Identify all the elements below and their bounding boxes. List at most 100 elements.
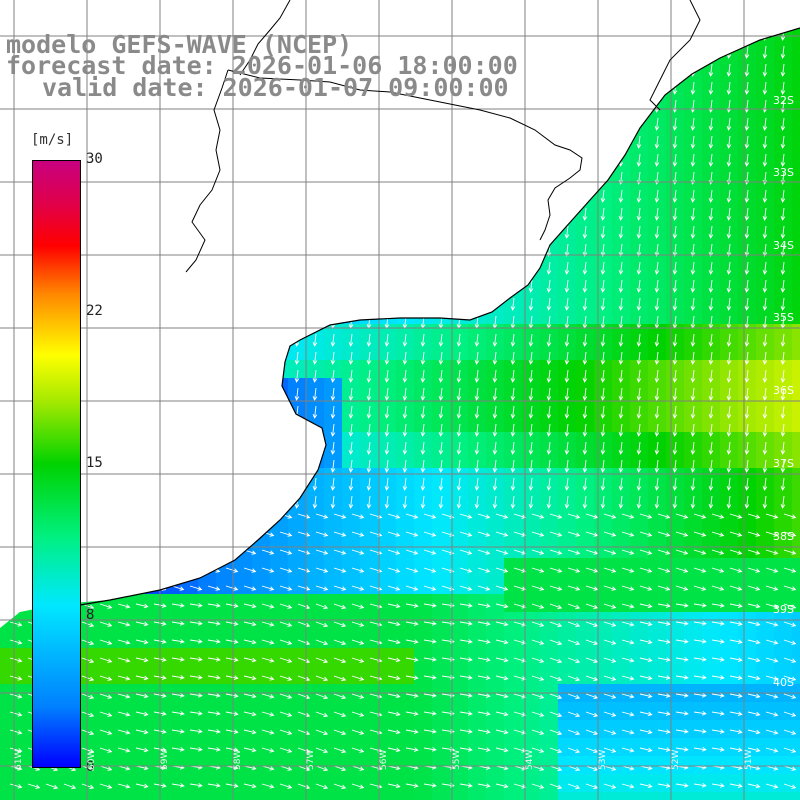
wind-arrow — [600, 99, 606, 113]
wind-speed-cell — [180, 288, 199, 307]
wind-arrow — [279, 621, 293, 627]
wind-arrow — [729, 639, 743, 644]
wind-arrow — [477, 729, 491, 734]
wind-speed-cell — [504, 0, 523, 19]
wind-speed-cell — [234, 702, 253, 721]
wind-arrow — [726, 28, 732, 41]
wind-arrow — [132, 297, 138, 311]
wind-arrow — [207, 639, 221, 644]
wind-arrow — [6, 189, 12, 203]
wind-arrow — [240, 315, 246, 329]
wind-speed-cell — [792, 738, 800, 757]
wind-speed-cell — [360, 630, 379, 649]
wind-arrow — [348, 459, 354, 473]
wind-speed-cell — [360, 540, 379, 559]
wind-arrow — [672, 63, 678, 77]
wind-arrow — [171, 585, 185, 591]
wind-arrow — [729, 567, 743, 573]
wind-arrow — [114, 477, 120, 491]
wind-arrow — [492, 333, 498, 347]
wind-arrow — [474, 333, 480, 347]
wind-arrow — [621, 639, 635, 645]
wind-speed-cell — [648, 486, 667, 505]
wind-speed-cell — [720, 450, 739, 469]
wind-arrow — [171, 549, 185, 555]
wind-arrow — [168, 459, 174, 473]
wind-arrow — [747, 729, 761, 735]
wind-arrow — [564, 477, 570, 491]
wind-arrow — [384, 405, 390, 419]
wind-arrow — [654, 243, 660, 257]
wind-arrow — [531, 729, 545, 735]
wind-arrow — [333, 747, 347, 754]
wind-speed-cell — [270, 540, 289, 559]
wind-speed-cell — [756, 648, 775, 667]
wind-arrow — [477, 693, 491, 698]
wind-speed-cell — [270, 486, 289, 505]
wind-speed-cell — [558, 666, 577, 685]
wind-arrow — [546, 297, 552, 311]
wind-speed-cell — [0, 162, 19, 181]
wind-speed-cell — [738, 126, 757, 145]
wind-arrow — [636, 477, 642, 491]
wind-speed-cell — [0, 144, 19, 163]
wind-arrow — [96, 441, 102, 455]
wind-speed-cell — [378, 648, 397, 667]
wind-speed-cell — [486, 144, 505, 163]
wind-arrow — [618, 225, 624, 239]
wind-speed-cell — [738, 108, 757, 127]
wind-arrow — [690, 135, 696, 149]
wind-arrow — [96, 135, 102, 149]
wind-arrow — [240, 225, 246, 239]
wind-arrow — [150, 333, 156, 347]
wind-arrow — [474, 441, 480, 455]
wind-arrow — [402, 495, 408, 509]
wind-speed-cell — [270, 126, 289, 145]
wind-arrow — [387, 513, 401, 519]
wind-speed-cell — [522, 630, 541, 649]
wind-arrow — [456, 477, 462, 491]
wind-speed-cell — [324, 162, 343, 181]
wind-arrow — [405, 621, 419, 626]
wind-arrow — [655, 10, 659, 22]
wind-speed-cell — [648, 432, 667, 451]
wind-speed-cell — [342, 432, 361, 451]
wind-arrow — [510, 333, 516, 347]
wind-arrow — [672, 225, 678, 239]
wind-arrow — [708, 81, 714, 95]
wind-speed-cell — [666, 36, 685, 55]
wind-arrow — [420, 28, 426, 41]
wind-arrow — [423, 783, 437, 788]
wind-speed-cell — [342, 558, 361, 577]
wind-speed-cell — [720, 270, 739, 289]
wind-speed-cell — [360, 576, 379, 595]
wind-speed-cell — [504, 612, 523, 631]
wind-arrow — [729, 729, 743, 734]
wind-arrow — [456, 387, 462, 401]
wind-arrow — [330, 153, 336, 167]
wind-speed-cell — [378, 486, 397, 505]
lon-label-59w: 59W — [160, 749, 170, 770]
wind-arrow — [315, 621, 329, 628]
wind-speed-cell — [612, 234, 631, 253]
wind-speed-cell — [414, 378, 433, 397]
wind-arrow — [603, 765, 617, 771]
wind-speed-cell — [576, 702, 595, 721]
wind-arrow — [315, 549, 329, 555]
wind-speed-cell — [486, 378, 505, 397]
wind-arrow — [243, 513, 257, 519]
wind-arrow — [639, 621, 653, 627]
wind-speed-cell — [270, 468, 289, 487]
wind-speed-cell — [360, 504, 379, 523]
wind-speed-cell — [396, 738, 415, 757]
lon-label-57w: 57W — [306, 749, 316, 770]
wind-speed-cell — [288, 288, 307, 307]
wind-arrow — [348, 333, 354, 347]
wind-arrow — [510, 225, 516, 239]
wind-arrow — [459, 585, 473, 591]
wind-arrow — [510, 28, 516, 41]
wind-arrow — [654, 441, 660, 455]
wind-speed-cell — [630, 198, 649, 217]
wind-speed-cell — [450, 576, 469, 595]
wind-speed-cell — [144, 702, 163, 721]
